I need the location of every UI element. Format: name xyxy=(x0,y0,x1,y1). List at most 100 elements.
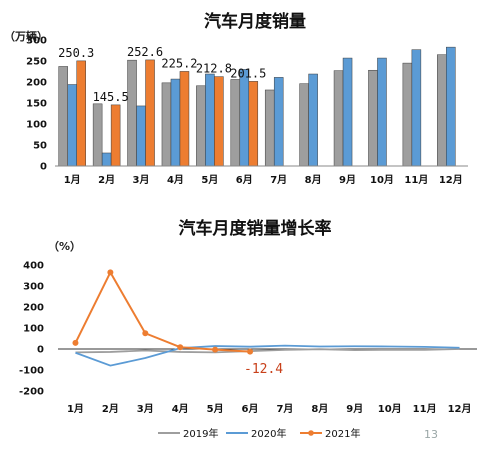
line-x-tick-label: 2月 xyxy=(102,403,119,415)
legend-label: 2019年 xyxy=(183,427,218,440)
bar-x-tick-label: 12月 xyxy=(439,174,463,186)
line-x-tick-label: 9月 xyxy=(346,403,363,415)
bar-x-tick-label: 8月 xyxy=(305,174,322,186)
bar-y-tick-label: 100 xyxy=(26,120,47,131)
line-x-tick-label: 5月 xyxy=(207,403,224,415)
bar-chart-y-axis: 0 50 100 150 200 250 300 xyxy=(26,36,47,173)
bar-data-label: 212.8 xyxy=(196,62,232,76)
bar-x-tick-label: 3月 xyxy=(133,174,150,186)
bar-2019年-7月 xyxy=(264,89,275,167)
bar-y-tick-label: 50 xyxy=(33,141,47,152)
bar-y-tick-label: 150 xyxy=(26,99,47,110)
line-chart-title: 汽车月度销量增长率 xyxy=(179,218,332,239)
monthly-sales-bar-chart: 汽车月度销量 （万辆） 0 50 100 150 200 250 300 250.3 145.… xyxy=(4,11,468,186)
bar-2020年-8月 xyxy=(308,73,318,167)
line-x-tick-label: 3月 xyxy=(137,403,154,415)
bar-2019年-8月 xyxy=(299,83,309,167)
bar-2020年-7月 xyxy=(273,77,284,167)
legend-label: 2020年 xyxy=(251,427,286,440)
bar-2020年-9月 xyxy=(342,57,353,167)
line-point-2月 xyxy=(107,269,114,276)
bar-chart-unit-label: （万辆） xyxy=(4,29,48,43)
line-chart-annotation: -12.4 xyxy=(244,362,283,377)
bar-2019年-2月 xyxy=(92,103,103,167)
line-point-1月 xyxy=(72,339,79,346)
line-y-tick-label: 0 xyxy=(37,345,44,356)
bar-2019年-3月 xyxy=(127,59,137,167)
line-point-6月 xyxy=(247,348,254,355)
bar-2021年-4月 xyxy=(179,71,190,167)
line-point-5月 xyxy=(212,346,219,353)
bar-2021年-1月 xyxy=(76,60,86,167)
bar-2019年-5月 xyxy=(196,85,206,167)
growth-rate-line-chart: 汽车月度销量增长率 （%） 400 300 200 100 0 -100 -200 1月 2月… xyxy=(19,218,477,440)
bar-2020年-10月 xyxy=(377,57,387,167)
line-x-tick-label: 12月 xyxy=(448,403,472,415)
bar-2020年-1月 xyxy=(67,84,77,167)
bar-y-tick-label: 250 xyxy=(26,57,47,68)
line-x-tick-label: 7月 xyxy=(276,403,293,415)
line-point-4月 xyxy=(177,344,184,351)
bar-y-tick-label: 0 xyxy=(40,162,47,173)
line-x-tick-label: 6月 xyxy=(242,403,259,415)
line-y-tick-label: 300 xyxy=(23,282,44,293)
line-chart-x-axis: 1月 2月 3月 4月 5月 6月 7月 8月 9月 10月 11月 12月 xyxy=(67,403,472,415)
bar-x-tick-label: 11月 xyxy=(404,174,428,186)
bar-chart-x-axis: 1月 2月 3月 4月 5月 6月 7月 8月 9月 10月 11月 12月 xyxy=(55,165,468,186)
bar-2021年-2月 xyxy=(110,104,121,167)
bar-2019年-4月 xyxy=(161,82,172,167)
bar-data-label: 145.5 xyxy=(93,90,129,104)
bar-x-tick-label: 6月 xyxy=(236,174,253,186)
bar-data-label: 250.3 xyxy=(58,46,94,60)
bar-data-label: 225.2 xyxy=(161,56,197,70)
bar-data-label: 201.5 xyxy=(230,66,266,80)
bar-data-label: 252.6 xyxy=(127,45,163,59)
bar-2021年-3月 xyxy=(145,59,155,167)
line-chart-unit-label: （%） xyxy=(48,240,81,253)
line-x-tick-label: 10月 xyxy=(378,403,402,415)
bar-2020年-6月 xyxy=(239,69,250,167)
bar-x-tick-label: 4月 xyxy=(167,174,184,186)
bar-2020年-2月 xyxy=(101,152,112,167)
line-y-tick-label: -100 xyxy=(19,366,44,377)
line-x-tick-label: 1月 xyxy=(67,403,84,415)
bar-2019年-12月 xyxy=(437,54,447,167)
bar-2019年-11月 xyxy=(402,62,413,167)
bar-2019年-9月 xyxy=(333,70,344,167)
bar-y-tick-label: 300 xyxy=(26,36,47,47)
bar-2019年-10月 xyxy=(368,69,378,167)
bar-chart-title: 汽车月度销量 xyxy=(204,11,306,32)
bar-2020年-12月 xyxy=(446,46,456,167)
page-number: 13 xyxy=(424,428,438,441)
bar-chart-bars xyxy=(58,46,456,167)
bar-x-tick-label: 1月 xyxy=(64,174,81,186)
bar-x-tick-label: 7月 xyxy=(270,174,287,186)
line-y-tick-label: -200 xyxy=(19,387,44,398)
bar-x-tick-label: 5月 xyxy=(201,174,218,186)
line-x-tick-label: 8月 xyxy=(311,403,328,415)
bar-2020年-11月 xyxy=(411,49,422,167)
line-series-2020年 xyxy=(75,344,460,367)
bar-2020年-5月 xyxy=(205,73,215,167)
bar-x-tick-label: 2月 xyxy=(98,174,115,186)
bar-2019年-6月 xyxy=(230,79,241,167)
bar-x-tick-label: 10月 xyxy=(370,174,394,186)
line-series-2019年 xyxy=(75,348,460,354)
line-point-3月 xyxy=(142,330,149,337)
line-y-tick-label: 100 xyxy=(23,324,44,335)
bar-x-tick-label: 9月 xyxy=(339,174,356,186)
bar-2021年-6月 xyxy=(248,81,259,167)
bar-2021年-5月 xyxy=(214,76,224,167)
bar-2019年-1月 xyxy=(58,66,68,167)
legend-marker-2021年 xyxy=(308,430,314,436)
line-y-tick-label: 400 xyxy=(23,261,44,272)
line-x-tick-label: 4月 xyxy=(172,403,189,415)
bar-2020年-4月 xyxy=(170,78,181,167)
line-x-tick-label: 11月 xyxy=(413,403,437,415)
line-series-2021年 xyxy=(74,270,251,353)
bar-y-tick-label: 200 xyxy=(26,78,47,89)
line-chart-series xyxy=(72,269,460,367)
bar-2020年-3月 xyxy=(136,105,146,167)
